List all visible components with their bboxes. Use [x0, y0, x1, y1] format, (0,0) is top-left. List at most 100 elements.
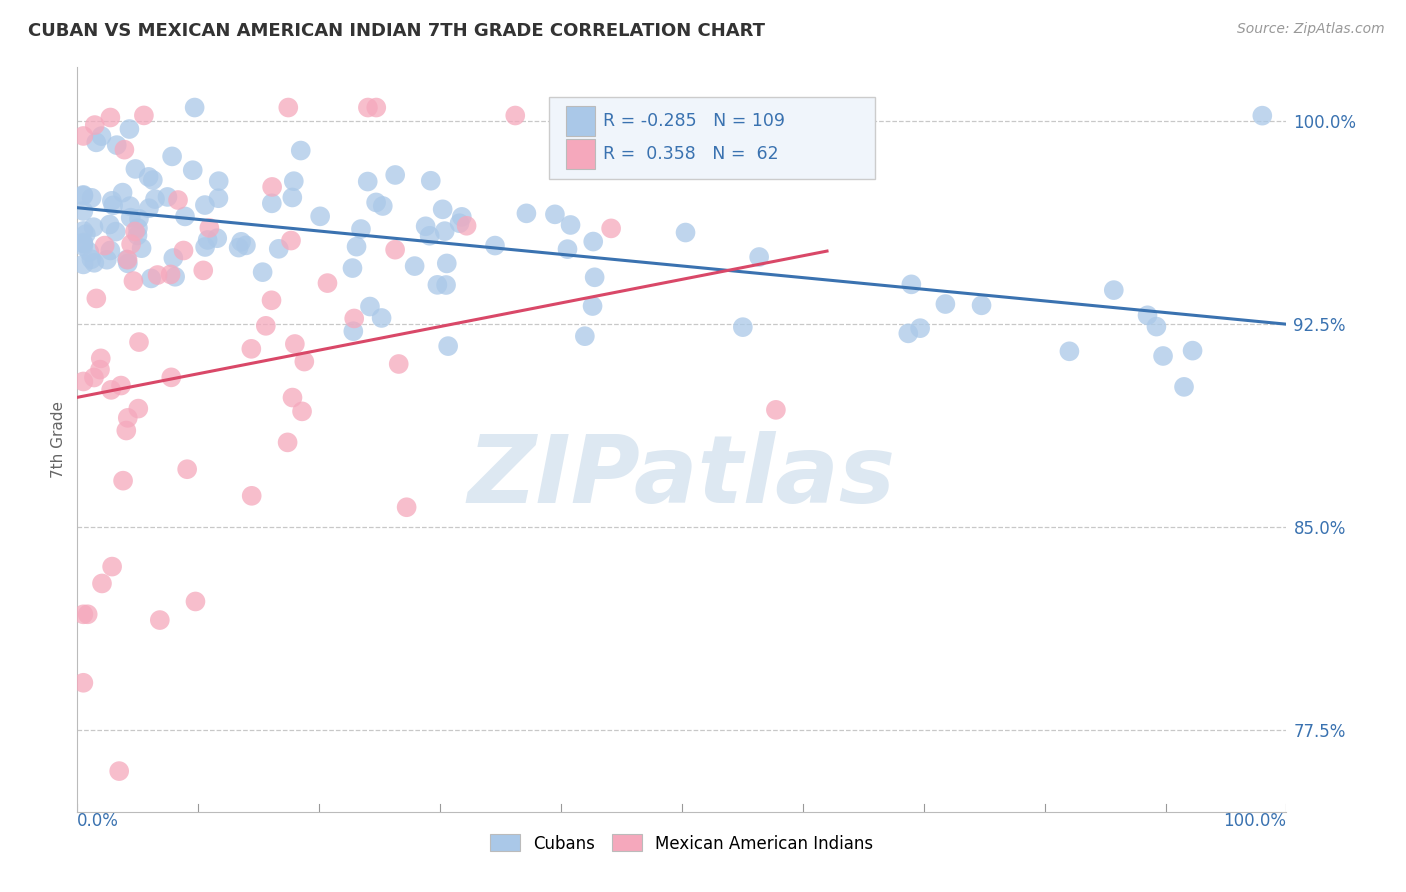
Point	[101, 559, 124, 574]
Text: CUBAN VS MEXICAN AMERICAN INDIAN 7TH GRADE CORRELATION CHART: CUBAN VS MEXICAN AMERICAN INDIAN 7TH GRA…	[28, 22, 765, 40]
Point	[127, 401, 149, 416]
Point	[83, 118, 105, 132]
Point	[290, 144, 312, 158]
Point	[96, 252, 118, 267]
Point	[366, 195, 388, 210]
Text: ZIPatlas: ZIPatlas	[468, 431, 896, 523]
Point	[277, 435, 299, 450]
Point	[350, 222, 373, 236]
Point	[228, 241, 250, 255]
Text: Source: ZipAtlas.com: Source: ZipAtlas.com	[1237, 22, 1385, 37]
Point	[388, 357, 411, 371]
Point	[138, 201, 160, 215]
Point	[159, 268, 181, 282]
Point	[72, 239, 94, 253]
Point	[1152, 349, 1174, 363]
Point	[117, 256, 139, 270]
Point	[560, 218, 582, 232]
Point	[897, 326, 920, 341]
Point	[582, 235, 605, 249]
Point	[72, 257, 94, 271]
Point	[103, 198, 125, 212]
Point	[76, 607, 98, 622]
Point	[231, 235, 253, 249]
Point	[675, 226, 697, 240]
Point	[395, 500, 418, 515]
Point	[194, 198, 217, 212]
Point	[342, 261, 364, 276]
Point	[100, 111, 122, 125]
Point	[124, 224, 146, 238]
Point	[456, 219, 478, 233]
Point	[1173, 380, 1195, 394]
Point	[1181, 343, 1204, 358]
Point	[283, 174, 305, 188]
Point	[426, 277, 449, 292]
Point	[207, 231, 229, 245]
Point	[118, 199, 141, 213]
Point	[127, 221, 149, 235]
Point	[72, 236, 94, 251]
Point	[359, 300, 381, 314]
Point	[160, 370, 183, 384]
Point	[207, 191, 229, 205]
Point	[89, 362, 111, 376]
Point	[433, 224, 456, 238]
Point	[450, 210, 472, 224]
Point	[900, 277, 922, 292]
Point	[970, 298, 993, 312]
Point	[357, 101, 380, 115]
Point	[284, 337, 307, 351]
Point	[254, 318, 277, 333]
Point	[432, 202, 454, 217]
Point	[93, 238, 115, 252]
Point	[404, 259, 426, 273]
Point	[1136, 308, 1159, 322]
Point	[731, 320, 754, 334]
Point	[122, 274, 145, 288]
Point	[267, 242, 290, 256]
Point	[316, 276, 339, 290]
Point	[143, 192, 166, 206]
Point	[167, 193, 190, 207]
Point	[80, 252, 103, 267]
Point	[370, 310, 392, 325]
Point	[165, 269, 187, 284]
Point	[72, 375, 94, 389]
Point	[357, 175, 380, 189]
Point	[1251, 109, 1274, 123]
Point	[90, 129, 112, 144]
Point	[583, 270, 606, 285]
Point	[156, 190, 179, 204]
FancyBboxPatch shape	[565, 139, 595, 169]
Point	[72, 187, 94, 202]
Point	[342, 324, 364, 338]
Point	[557, 242, 579, 256]
Point	[183, 101, 205, 115]
Point	[72, 204, 94, 219]
Point	[83, 220, 105, 235]
Point	[574, 329, 596, 343]
Point	[262, 180, 284, 194]
Point	[252, 265, 274, 279]
Point	[384, 168, 406, 182]
Point	[138, 169, 160, 184]
Point	[260, 196, 283, 211]
Point	[197, 233, 219, 247]
Point	[484, 238, 506, 252]
Point	[908, 321, 931, 335]
Point	[104, 225, 127, 239]
Point	[277, 101, 299, 115]
Point	[72, 675, 94, 690]
Point	[181, 163, 204, 178]
Text: 100.0%: 100.0%	[1223, 812, 1286, 830]
Point	[83, 370, 105, 384]
Point	[581, 299, 603, 313]
Point	[291, 404, 314, 418]
Point	[128, 334, 150, 349]
Point	[600, 221, 623, 235]
Point	[176, 462, 198, 476]
Point	[934, 297, 956, 311]
Point	[124, 161, 146, 176]
Point	[75, 227, 97, 242]
